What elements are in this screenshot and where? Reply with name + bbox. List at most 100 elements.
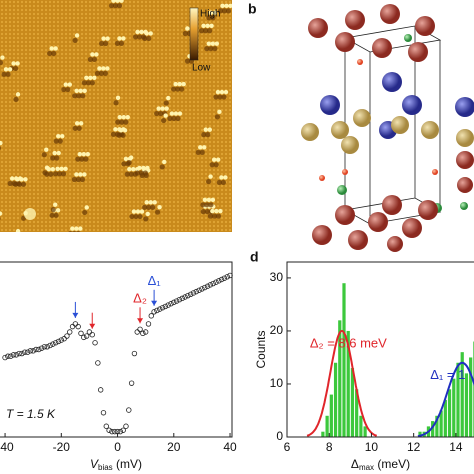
atom: [341, 136, 359, 154]
axis-label-part: max: [359, 463, 374, 472]
dark-spot: [132, 34, 139, 40]
dark-spot: [80, 93, 86, 99]
atom: [335, 32, 355, 52]
histogram-bar: [418, 431, 422, 437]
histogram-bar: [355, 389, 359, 437]
data-point: [50, 341, 56, 347]
dark-spot: [51, 50, 57, 57]
bright-spot: [152, 200, 157, 205]
dark-spot: [225, 8, 232, 14]
data-point: [112, 428, 118, 435]
data-point: [41, 344, 48, 350]
bright-spot: [113, 127, 118, 132]
data-point: [38, 345, 45, 351]
atom: [331, 121, 349, 139]
bright-spot: [177, 81, 182, 87]
bright-spot: [111, 0, 116, 3]
data-point: [210, 280, 216, 287]
data-point: [83, 333, 90, 339]
dark-spot: [72, 37, 78, 43]
dark-spot: [146, 35, 152, 42]
bright-spot: [206, 41, 212, 46]
dark-spot: [0, 146, 1, 151]
bright-spot: [63, 166, 68, 172]
dark-spot: [60, 171, 67, 177]
x-tick-label: 6: [284, 440, 291, 454]
dark-spot: [118, 40, 125, 47]
colorbar-low: Low: [192, 63, 211, 74]
dark-spot: [133, 213, 139, 220]
data-point: [182, 294, 188, 300]
data-point: [137, 326, 143, 333]
data-point: [27, 348, 34, 354]
data-point: [89, 331, 95, 338]
dark-spot: [215, 213, 221, 219]
annotation: T = 1.5 K: [6, 407, 56, 421]
dark-spot: [220, 179, 226, 186]
bright-spot: [139, 29, 144, 35]
dark-spot: [205, 132, 211, 138]
bright-spot: [0, 55, 5, 60]
bright-spot: [0, 211, 3, 216]
data-point: [81, 334, 87, 341]
bright-spot: [67, 82, 72, 87]
dark-spot: [103, 40, 109, 47]
bright-spot: [74, 226, 79, 231]
bright-spot: [198, 145, 203, 150]
bright-spot: [101, 66, 106, 71]
data-point: [33, 346, 39, 353]
atom: [391, 116, 409, 134]
data-point: [193, 288, 199, 295]
dark-spot: [163, 100, 169, 106]
bright-spot: [131, 209, 137, 214]
dark-spot: [128, 171, 134, 177]
data-point: [159, 305, 166, 311]
bright-spot: [141, 165, 146, 171]
bright-spot: [220, 3, 225, 9]
atom: [402, 95, 422, 115]
bright-spot: [123, 156, 129, 162]
dark-spot: [41, 152, 47, 158]
bright-spot: [137, 165, 142, 171]
dark-spot: [221, 94, 227, 100]
colorbar-high: High: [200, 9, 221, 20]
data-point: [114, 428, 121, 435]
data-point: [221, 275, 228, 281]
dark-spot: [195, 149, 201, 155]
bright-spot: [15, 92, 21, 97]
data-point: [218, 276, 225, 283]
dark-spot: [13, 96, 19, 102]
bright-spot: [56, 150, 61, 156]
dark-spot: [138, 170, 145, 176]
colorbar: [189, 7, 199, 61]
x-tick-label: -40: [0, 440, 14, 454]
bright-spot: [81, 151, 87, 157]
bright-spot: [205, 23, 210, 28]
atom: [312, 225, 332, 245]
dark-spot: [79, 176, 86, 183]
bright-spot: [156, 106, 161, 111]
histogram-bar: [359, 415, 363, 437]
bright-spot: [219, 89, 225, 95]
histogram-bar: [325, 415, 329, 437]
data-point: [36, 346, 42, 353]
bright-spot: [85, 151, 91, 157]
data-point: [213, 279, 219, 285]
bright-spot: [177, 111, 183, 116]
dark-spot: [129, 213, 135, 220]
data-point: [10, 352, 17, 358]
bright-spot: [105, 36, 110, 41]
dark-spot: [124, 171, 130, 177]
dark-spot: [171, 86, 177, 92]
data-point: [92, 340, 98, 346]
dark-spot: [114, 40, 121, 47]
data-point: [61, 336, 67, 342]
dark-spot: [49, 212, 55, 218]
bright-spot: [74, 88, 79, 94]
bright-spot: [105, 66, 110, 71]
bright-spot: [208, 10, 214, 15]
bright-spot: [148, 200, 153, 205]
data-point: [145, 321, 152, 327]
atom: [460, 202, 468, 210]
